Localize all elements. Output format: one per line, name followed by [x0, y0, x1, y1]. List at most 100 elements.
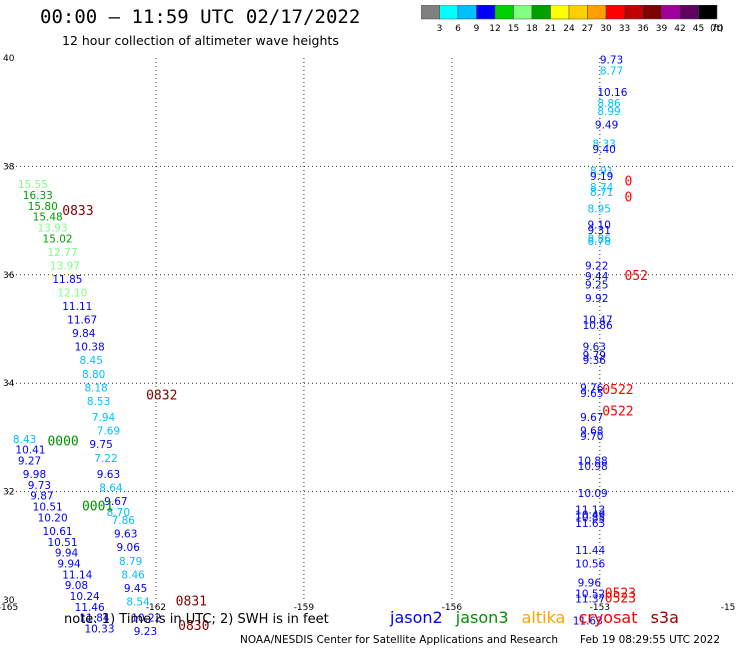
- wave-height-point: 7.69: [97, 426, 120, 438]
- wave-height-point: 16.33: [23, 190, 53, 202]
- wave-height-point: 8.18: [84, 382, 107, 394]
- wave-height-point: 9.94: [57, 558, 81, 570]
- generated-timestamp: Feb 19 08:29:55 UTC 2022: [580, 634, 720, 646]
- wave-height-point: 9.45: [124, 583, 147, 595]
- wave-height-point: 9.65: [580, 388, 603, 400]
- wave-height-point: 10.88: [578, 456, 608, 468]
- wave-height-point: 8.86: [597, 98, 621, 110]
- pass-time-label: 052: [624, 269, 647, 284]
- wave-height-point: 8.77: [600, 65, 623, 77]
- wave-height-point: 8.91: [590, 166, 613, 178]
- wave-height-point: 9.10: [588, 220, 611, 232]
- units-note: note: 1) Time is in UTC; 2) SWH is in fe…: [64, 612, 329, 627]
- wave-height-point: 9.87: [30, 491, 53, 503]
- legend-jason2: jason2: [390, 608, 443, 627]
- wave-height-point: 9.40: [592, 144, 615, 156]
- pass-time-label: 0832: [146, 388, 177, 403]
- wave-height-point: 8.43: [13, 434, 36, 446]
- pass-time-label: 0: [624, 174, 632, 189]
- colorbar-label: 18: [526, 24, 538, 34]
- pass-time-label: 0523: [605, 592, 636, 607]
- wave-height-point: 10.56: [575, 558, 605, 570]
- wave-height-point: 9.31: [588, 225, 611, 237]
- colorbar-label: 15: [508, 24, 519, 34]
- y-tick-label: 34: [3, 379, 15, 389]
- wave-height-point: 9.79: [583, 350, 606, 362]
- wave-height-point: 11.13: [575, 504, 605, 516]
- wave-height-point: 15.02: [43, 233, 73, 245]
- wave-height-point: 9.73: [28, 480, 51, 492]
- wave-height-point: 8.79: [119, 556, 142, 568]
- wave-height-point: 11.63: [575, 518, 605, 530]
- colorbar-swatch: [698, 5, 718, 20]
- wave-height-point: 9.22: [585, 260, 608, 272]
- colorbar-label: 30: [600, 24, 612, 34]
- colorbar-label: 39: [656, 24, 668, 34]
- wave-height-point: 9.63: [97, 469, 120, 481]
- wave-height-point: 8.53: [87, 396, 110, 408]
- wave-height-point: 7.22: [94, 453, 117, 465]
- wave-height-point: 15.55: [18, 179, 48, 191]
- colorbar-label: 70: [711, 24, 723, 34]
- wave-height-point: 11.67: [67, 315, 97, 327]
- wave-height-point: 15.48: [33, 212, 63, 224]
- wave-height-point: 8.95: [588, 203, 611, 215]
- colorbar-label: 3: [437, 24, 443, 34]
- wave-height-point: 9.25: [585, 279, 608, 291]
- colorbar-label: 6: [455, 24, 461, 34]
- wave-height-point: 9.92: [585, 293, 608, 305]
- colorbar-label: 45: [693, 24, 704, 34]
- pass-time-label: 0001: [82, 500, 113, 515]
- wave-height-point: 7.86: [112, 515, 136, 527]
- pass-time-label: 0830: [178, 619, 209, 634]
- colorbar-label: 33: [619, 24, 630, 34]
- satellite-legend: jason2 jason3 altika cryosat s3a: [390, 608, 687, 627]
- wave-height-point: 9.63: [114, 529, 137, 541]
- pass-time-label: 0522: [602, 383, 633, 398]
- y-tick-label: 40: [3, 54, 15, 64]
- wave-height-point: 9.67: [104, 496, 127, 508]
- wave-height-point: 8.71: [590, 187, 613, 199]
- wave-height-point: 9.27: [18, 456, 41, 468]
- colorbar-label: 27: [582, 24, 593, 34]
- wave-height-point: 9.19: [590, 171, 613, 183]
- wave-height-point: 10.09: [578, 488, 608, 500]
- wave-height-point: 8.33: [592, 138, 615, 150]
- wave-height-point: 10.51: [47, 537, 77, 549]
- x-tick-label: -165: [0, 603, 18, 613]
- credit-line: NOAA/NESDIS Center for Satellite Applica…: [240, 634, 558, 646]
- legend-altika: altika: [521, 608, 566, 627]
- wave-height-point: 8.99: [597, 106, 620, 118]
- wave-height-point: 9.84: [72, 328, 96, 340]
- wave-height-point: 10.38: [75, 342, 105, 354]
- x-tick-label: -153: [590, 603, 610, 613]
- map-title: 00:00 – 11:59 UTC 02/17/2022: [40, 6, 361, 28]
- wave-height-point: 11.14: [62, 569, 92, 581]
- colorbar-label: 21: [545, 24, 556, 34]
- wave-height-point: 8.70: [107, 507, 130, 519]
- legend-cryosat: cryosat: [578, 608, 638, 627]
- wave-height-point: 8.86: [588, 233, 612, 245]
- wave-height-point: 10.51: [33, 502, 63, 514]
- wave-height-point: 10.49: [575, 510, 605, 522]
- color-scale-bar: 3 6 9 12 15 18 21 24 27 30 33 36 39 42 45 70(ft): [421, 5, 724, 34]
- wave-height-point: 11.84: [80, 613, 110, 625]
- legend-s3a: s3a: [650, 608, 679, 627]
- wave-height-point: 9.49: [595, 119, 618, 131]
- x-tick-label: -15: [721, 603, 736, 613]
- pass-time-label: 0833: [62, 204, 93, 219]
- wave-height-point: 9.23: [134, 626, 157, 638]
- pass-time-label: 0000: [47, 435, 78, 450]
- wave-height-point: 9.08: [65, 580, 88, 592]
- wave-height-point: 15.80: [28, 201, 58, 213]
- wave-height-point: 9.06: [117, 542, 141, 554]
- wave-height-point: 11.37: [575, 594, 605, 606]
- wave-height-point: 10.86: [583, 320, 613, 332]
- wave-height-point: 8.54: [126, 596, 150, 608]
- wave-height-point: 11.85: [52, 274, 82, 286]
- wave-height-point: 10.24: [70, 591, 100, 603]
- wave-height-point: 10.85: [575, 512, 605, 524]
- wave-height-point: 10.33: [84, 624, 114, 636]
- wave-height-point: 12.77: [47, 247, 77, 259]
